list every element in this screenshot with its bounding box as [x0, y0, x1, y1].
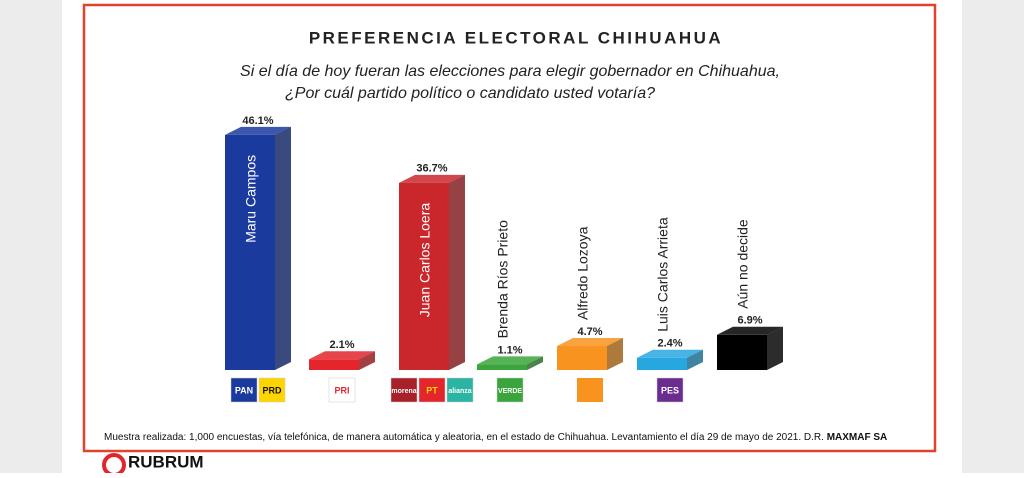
bar	[309, 359, 359, 370]
value-label: 1.1%	[497, 344, 522, 356]
party-logo-text: alianza	[448, 388, 471, 395]
party-logo-text: PAN	[235, 385, 253, 395]
bar-top	[477, 356, 543, 365]
party-logo	[496, 377, 524, 403]
footnote-text: Muestra realizada: 1,000 encuestas, vía …	[104, 432, 824, 443]
party-logo-text: PRI	[334, 385, 349, 395]
category-label: Aún no decide	[735, 219, 751, 309]
party-logo-text: PRD	[262, 385, 282, 395]
bar	[225, 134, 275, 370]
bar-shade	[527, 356, 543, 370]
bar-shade	[449, 174, 465, 370]
subtitle: ¿Por cuál partido político o candidato u…	[285, 85, 655, 102]
footnote-bold: MAXMAF SA	[827, 432, 888, 443]
bar-top	[399, 174, 465, 183]
bar	[557, 346, 607, 370]
party-logo	[446, 377, 474, 403]
value-label: 4.7%	[577, 326, 602, 338]
party-logo-text: PT	[426, 385, 438, 395]
bar-side	[449, 174, 465, 370]
party-logo-text: VERDE	[498, 388, 522, 395]
party-logo	[656, 377, 684, 403]
party-logo	[577, 378, 603, 402]
category-label: Luis Carlos Arrieta	[655, 217, 671, 332]
category-label: Maru Campos	[243, 155, 259, 243]
bar-shade	[767, 326, 783, 370]
bar-top	[557, 338, 623, 347]
chart-title: PREFERENCIA ELECTORAL CHIHUAHUA	[309, 28, 723, 47]
bar-side	[527, 356, 543, 370]
bar-side	[607, 338, 623, 370]
party-logo	[328, 377, 356, 403]
bar-side	[359, 351, 375, 370]
frame	[82, 3, 937, 453]
bar-shade	[275, 126, 291, 370]
subtitle: Si el día de hoy fueran las elecciones p…	[240, 63, 780, 80]
footnote: Muestra realizada: 1,000 encuestas, vía …	[104, 432, 887, 443]
party-logo	[258, 377, 286, 403]
bar-top	[309, 351, 375, 360]
party-logo	[230, 377, 258, 403]
bar-top	[717, 326, 783, 335]
bar-shade	[359, 351, 375, 370]
bar-top	[637, 349, 703, 358]
bar-side	[767, 326, 783, 370]
party-logo	[418, 377, 446, 403]
bar-top	[225, 126, 291, 135]
left-margin	[0, 0, 62, 473]
bar	[399, 182, 449, 370]
party-logo-text: morena	[391, 388, 416, 395]
bar	[717, 334, 767, 370]
category-label: Brenda Ríos Prieto	[495, 220, 511, 338]
brand: RUBRUM	[128, 452, 204, 471]
bar	[477, 364, 527, 370]
bar	[637, 357, 687, 370]
party-logo-text: PES	[661, 385, 679, 395]
value-label: 2.1%	[329, 339, 354, 351]
category-label: Alfredo Lozoya	[575, 226, 591, 320]
value-label: 6.9%	[737, 315, 762, 327]
bar-shade	[607, 338, 623, 370]
right-margin	[962, 0, 1024, 473]
bar-side	[687, 349, 703, 370]
value-label: 46.1%	[242, 115, 273, 127]
value-label: 36.7%	[416, 163, 447, 175]
party-logo	[390, 377, 418, 403]
value-label: 2.4%	[657, 338, 682, 350]
bar-shade	[687, 349, 703, 370]
bar-side	[275, 126, 291, 370]
category-label: Juan Carlos Loera	[417, 203, 433, 318]
